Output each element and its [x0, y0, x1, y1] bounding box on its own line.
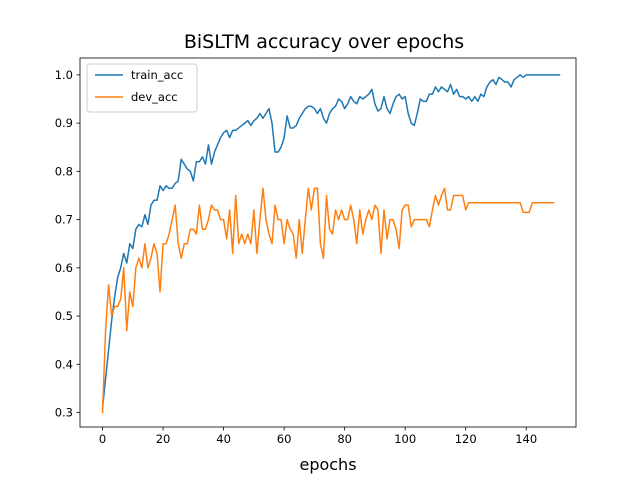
- x-tick-label: 120: [455, 432, 477, 446]
- y-tick-label: 0.8: [55, 164, 73, 178]
- axes-frame: [79, 57, 577, 428]
- legend-label-train_acc: train_acc: [131, 68, 183, 82]
- series-line-train_acc: [101, 74, 561, 409]
- x-tick-label: 100: [394, 432, 416, 446]
- legend-label-dev_acc: dev_acc: [131, 90, 178, 104]
- y-tick-label: 0.3: [55, 406, 73, 420]
- series-line-dev_acc: [101, 187, 555, 414]
- x-axis-label: epochs: [299, 455, 356, 474]
- x-tick-label: 140: [515, 432, 537, 446]
- x-tick-label: 0: [99, 432, 106, 446]
- x-tick-label: 20: [156, 432, 171, 446]
- y-tick-label: 0.5: [55, 309, 73, 323]
- y-tick-label: 0.9: [55, 116, 73, 130]
- chart-title: BiSLTM accuracy over epochs: [184, 31, 464, 53]
- x-tick-label: 40: [216, 432, 231, 446]
- y-tick-label: 1.0: [55, 68, 73, 82]
- x-tick-label: 80: [337, 432, 352, 446]
- legend-box: [86, 63, 198, 113]
- plot-area: 0 20 40 60 80 100 120 140 0.3 0.4 0.5 0.6 0.7 0.8 0.9 1…: [55, 57, 577, 446]
- y-tick-label: 0.6: [55, 261, 73, 275]
- x-tick-label: 60: [277, 432, 292, 446]
- y-tick-label: 0.7: [55, 213, 73, 227]
- y-tick-label: 0.4: [55, 357, 73, 371]
